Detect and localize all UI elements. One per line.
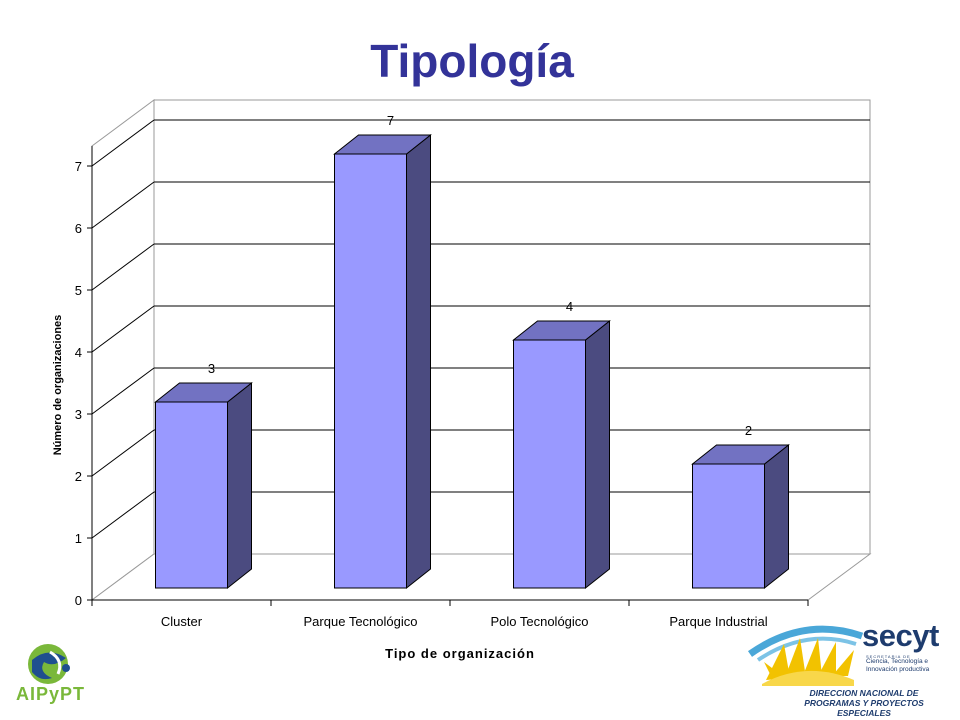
x-tick-label: Cluster [161, 614, 203, 629]
data-label: 3 [208, 361, 215, 376]
bar-front [513, 339, 586, 589]
chart-bars [154, 133, 790, 590]
bar-top [154, 382, 253, 403]
slide-title: Tipología [370, 35, 574, 87]
data-label: 2 [745, 423, 752, 438]
data-label: 7 [387, 113, 394, 128]
secyt-subtitle-line-2: Innovación productiva [866, 665, 930, 673]
aipypt-logo-text: AIPyPT [16, 684, 86, 704]
secyt-small-caps: SECRETARIA DE [866, 654, 911, 659]
bar-side [227, 381, 252, 590]
chart-axes: 0 1 2 3 4 5 6 7 [75, 146, 809, 608]
y-tick-label: 5 [75, 283, 82, 298]
gridline-depth [91, 491, 155, 539]
chart-gridlines [91, 119, 870, 539]
y-tick-label: 0 [75, 593, 82, 608]
y-tick-label: 3 [75, 407, 82, 422]
y-tick-label: 7 [75, 159, 82, 174]
secyt-sun-logo [747, 625, 864, 686]
y-axis-title: Número de organizaciones [52, 315, 64, 456]
bar-top [333, 134, 432, 155]
bar-front [334, 153, 407, 589]
x-tick-label: Parque Industrial [669, 614, 767, 629]
bar-side [585, 319, 610, 590]
y-tick-label: 6 [75, 221, 82, 236]
department-name: DIRECCION NACIONAL DE PROGRAMAS Y PROYEC… [786, 688, 942, 718]
data-label: 4 [566, 299, 573, 314]
y-tick-label: 4 [75, 345, 82, 360]
gridline-depth [91, 367, 155, 415]
gridline-depth [91, 119, 155, 167]
bar-top [512, 320, 611, 341]
x-tick-label: Parque Tecnológico [304, 614, 418, 629]
gridline-depth [91, 305, 155, 353]
gridline-depth [91, 181, 155, 229]
secyt-brand: secyt [862, 618, 939, 653]
secyt-subtitle-line-1: Ciencia, Tecnología e [866, 658, 929, 665]
bar-front [692, 463, 765, 589]
bar-front [155, 401, 228, 589]
gridline-depth [91, 243, 155, 291]
bar-side [764, 443, 789, 590]
department-line-2: PROGRAMAS Y PROYECTOS ESPECIALES [804, 698, 924, 718]
chart-walls [90, 99, 872, 601]
y-tick-label: 2 [75, 469, 82, 484]
chart-labels: 3 Cluster 7 Parque Tecnológico 4 Polo Tecnoló… [52, 113, 768, 661]
x-axis-title: Tipo de organización [385, 646, 535, 661]
gridline-depth [91, 429, 155, 477]
side-wall [91, 99, 155, 601]
department-line-1: DIRECCION NACIONAL DE [809, 688, 919, 698]
aipypt-logo [28, 644, 70, 684]
x-tick-label: Polo Tecnológico [490, 614, 588, 629]
secyt-subtitle: Ciencia, Tecnología e Innovación product… [866, 658, 958, 673]
bar-top [691, 444, 790, 465]
y-tick-label: 1 [75, 531, 82, 546]
bar-side [406, 133, 431, 590]
